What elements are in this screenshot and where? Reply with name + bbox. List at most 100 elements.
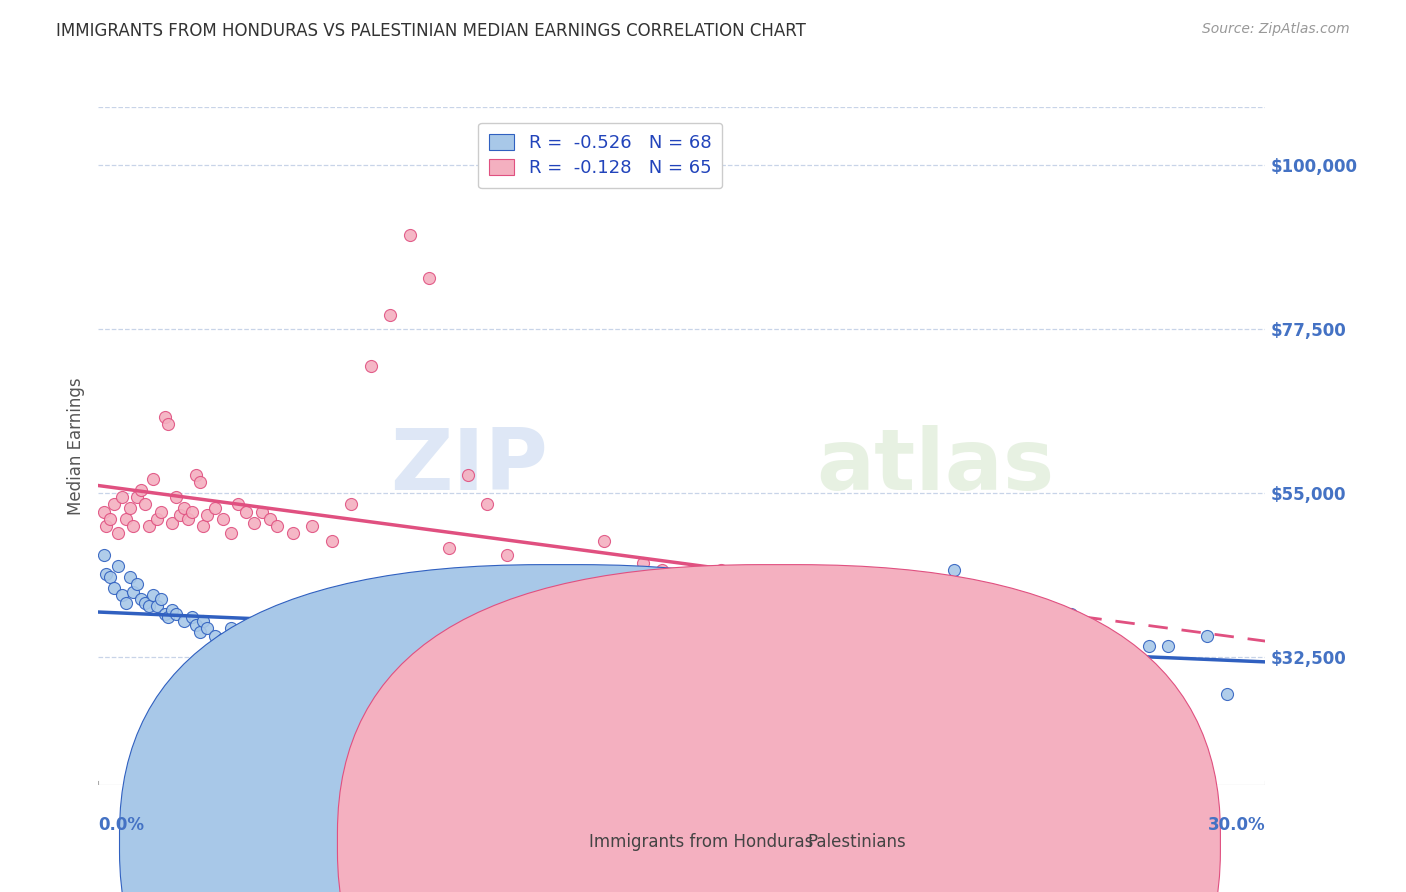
Point	[235, 505, 257, 519]
Point	[259, 632, 281, 647]
Point	[651, 628, 673, 642]
Point	[457, 647, 479, 661]
Point	[534, 643, 557, 657]
Point	[195, 508, 218, 523]
Text: ZIP: ZIP	[389, 425, 548, 508]
Point	[149, 592, 172, 607]
Point	[98, 512, 121, 526]
Point	[827, 636, 849, 650]
Point	[250, 505, 273, 519]
Point	[495, 549, 517, 563]
Point	[235, 636, 257, 650]
Text: IMMIGRANTS FROM HONDURAS VS PALESTINIAN MEDIAN EARNINGS CORRELATION CHART: IMMIGRANTS FROM HONDURAS VS PALESTINIAN …	[56, 22, 806, 40]
Point	[554, 621, 576, 635]
Point	[103, 581, 125, 595]
Point	[418, 271, 440, 285]
Point	[219, 526, 242, 541]
Point	[768, 592, 790, 607]
Point	[111, 490, 134, 504]
Point	[153, 409, 176, 424]
Point	[281, 526, 304, 541]
Point	[1157, 640, 1180, 654]
Point	[904, 665, 927, 679]
Point	[157, 417, 180, 431]
Point	[129, 483, 152, 497]
Point	[651, 563, 673, 577]
Point	[184, 468, 207, 483]
Point	[146, 599, 169, 614]
Point	[593, 533, 616, 548]
Point	[787, 577, 810, 591]
Point	[1137, 640, 1160, 654]
Point	[398, 640, 420, 654]
Point	[671, 570, 693, 584]
Point	[173, 614, 195, 628]
Y-axis label: Median Earnings: Median Earnings	[67, 377, 86, 515]
Point	[477, 497, 499, 511]
Point	[111, 589, 134, 603]
Point	[93, 549, 115, 563]
Point	[418, 650, 440, 665]
Point	[228, 628, 250, 642]
Point	[301, 628, 323, 642]
Text: 30.0%: 30.0%	[1208, 816, 1265, 834]
Point	[321, 533, 343, 548]
Point	[768, 636, 790, 650]
Point	[114, 512, 136, 526]
Point	[259, 512, 281, 526]
Point	[195, 621, 218, 635]
Point	[943, 563, 966, 577]
Point	[631, 614, 654, 628]
Point	[865, 665, 887, 679]
Point	[398, 227, 420, 242]
Point	[378, 308, 402, 322]
Point	[457, 468, 479, 483]
Point	[274, 636, 297, 650]
Point	[127, 490, 149, 504]
Point	[730, 643, 752, 657]
Point	[96, 519, 118, 533]
Point	[1215, 687, 1237, 701]
Point	[204, 628, 226, 642]
Point	[631, 556, 654, 570]
Point	[671, 610, 693, 624]
Point	[281, 647, 304, 661]
Point	[228, 497, 250, 511]
Point	[748, 621, 770, 635]
Point	[748, 584, 770, 599]
Point	[1098, 636, 1121, 650]
Point	[219, 621, 242, 635]
Point	[118, 500, 141, 515]
Point	[96, 566, 118, 581]
Point	[212, 632, 235, 647]
Point	[169, 508, 191, 523]
Point	[437, 636, 460, 650]
Point	[118, 570, 141, 584]
Point	[103, 497, 125, 511]
Point	[180, 505, 202, 519]
Point	[574, 577, 596, 591]
Point	[188, 624, 211, 639]
Point	[146, 512, 169, 526]
Point	[134, 596, 156, 610]
Point	[107, 526, 129, 541]
Point	[321, 636, 343, 650]
Point	[613, 628, 636, 642]
Point	[127, 577, 149, 591]
Point	[250, 640, 273, 654]
Point	[188, 475, 211, 490]
Point	[690, 577, 713, 591]
Point	[534, 650, 557, 665]
Point	[138, 599, 160, 614]
Text: Immigrants from Honduras: Immigrants from Honduras	[589, 833, 814, 851]
Point	[437, 541, 460, 555]
Point	[149, 505, 172, 519]
Point	[98, 570, 121, 584]
Point	[122, 584, 145, 599]
Point	[212, 512, 235, 526]
Point	[266, 519, 288, 533]
Point	[593, 577, 616, 591]
Legend: R =  -0.526   N = 68, R =  -0.128   N = 65: R = -0.526 N = 68, R = -0.128 N = 65	[478, 123, 723, 188]
Point	[1195, 628, 1218, 642]
Point	[477, 654, 499, 668]
